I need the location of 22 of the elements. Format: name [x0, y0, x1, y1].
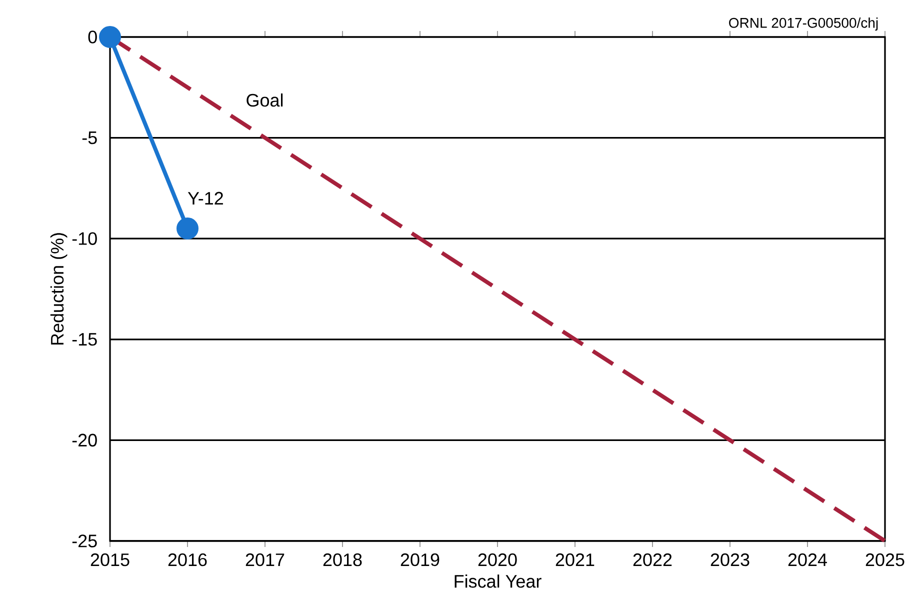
y-tick-label: -20 — [72, 434, 97, 447]
x-tick-label: 2017 — [246, 553, 284, 566]
y-axis-title: Reduction (%) — [50, 233, 68, 345]
y-tick-label: -10 — [72, 232, 97, 245]
x-tick-label: 2023 — [710, 553, 750, 566]
series-label: Y-12 — [188, 192, 223, 205]
x-tick-label: 2018 — [323, 553, 362, 566]
x-tick-label: 2019 — [400, 553, 440, 566]
x-tick-label: 2022 — [633, 553, 672, 566]
y-tick-label: -5 — [82, 132, 97, 144]
x-tick-label: 2025 — [866, 553, 904, 566]
x-axis-title: Fiscal Year — [454, 574, 542, 588]
x-tick-label: 2021 — [556, 553, 594, 566]
y-tick-label: -25 — [72, 534, 97, 548]
x-tick-label: 2015 — [90, 553, 130, 566]
y-tick-label: 0 — [88, 30, 97, 44]
text: ORNL 2017-G00500/chj — [729, 18, 878, 31]
x-tick-label: 2016 — [168, 553, 207, 566]
series-label: Goal — [246, 93, 283, 107]
y-tick-label: -15 — [72, 333, 97, 346]
x-tick-label: 2020 — [478, 553, 517, 566]
x-tick-label: 2024 — [788, 553, 827, 566]
